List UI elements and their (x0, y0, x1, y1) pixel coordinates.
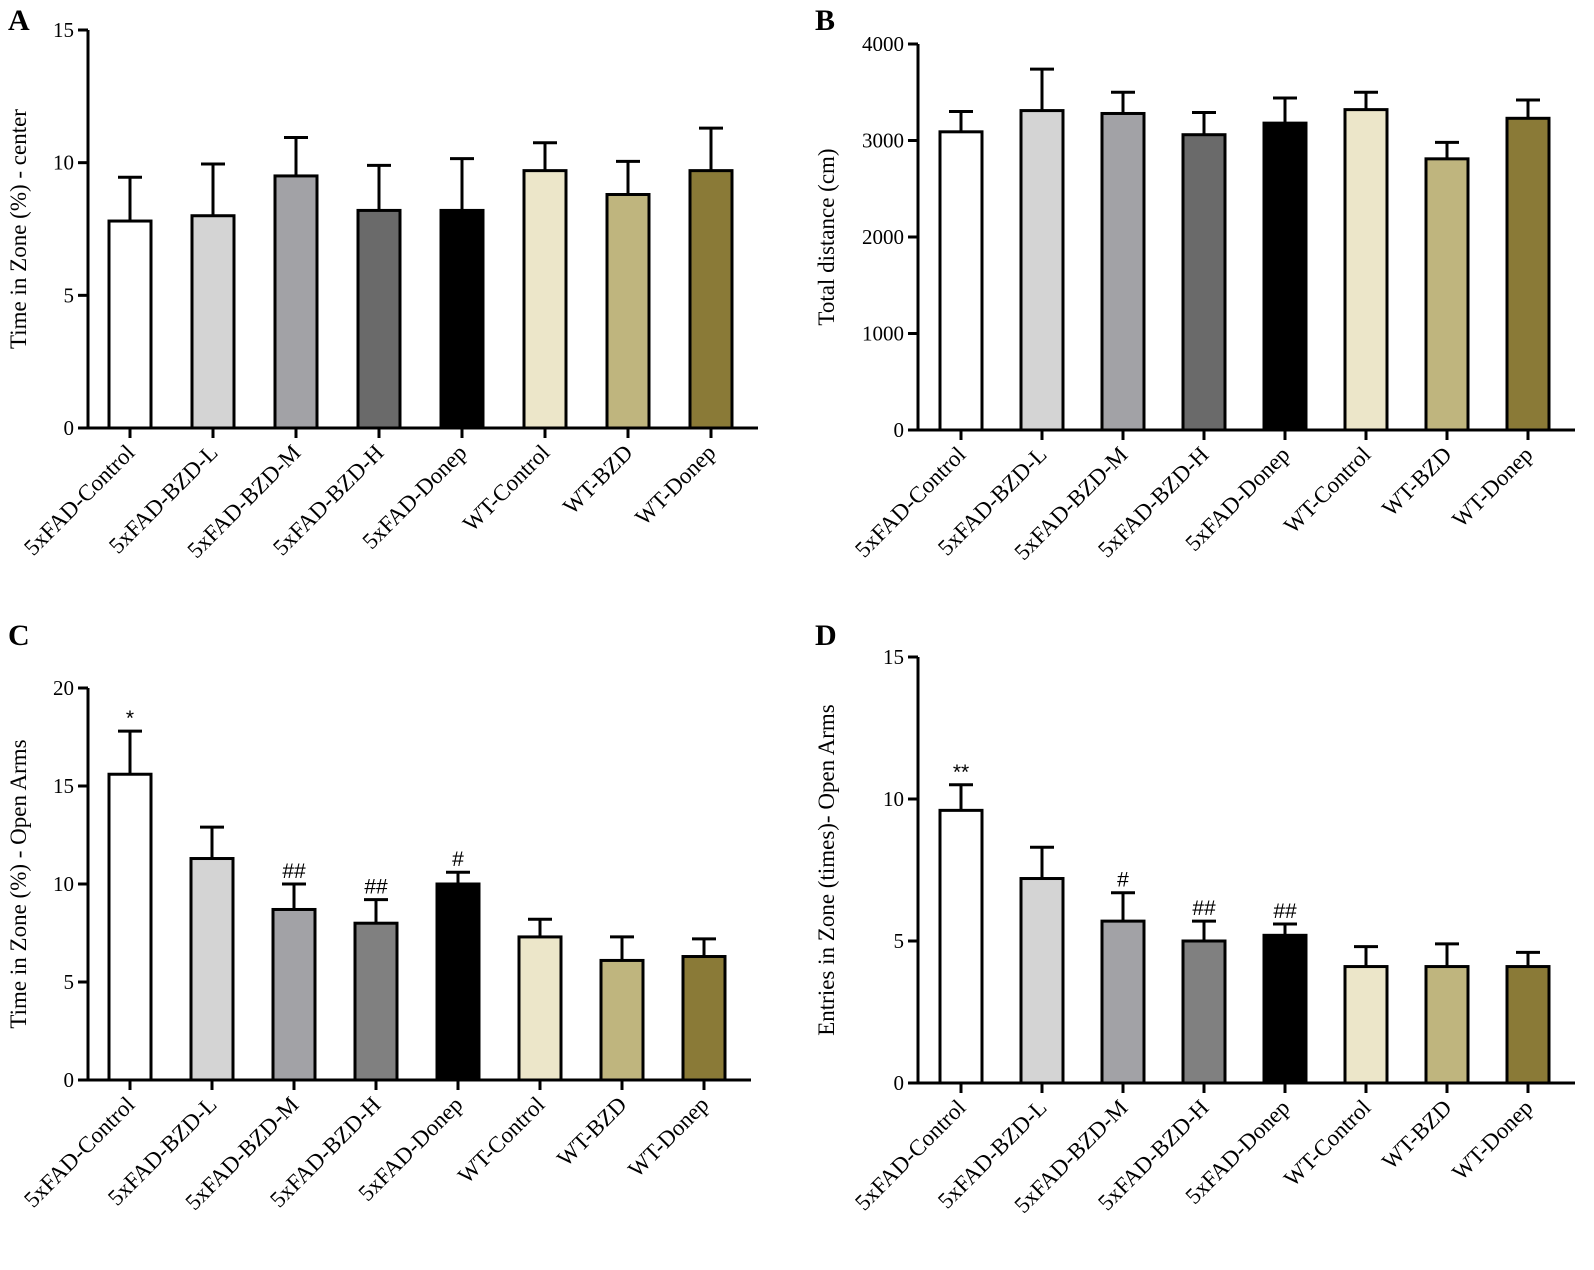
panel-c-y-tick-label: 20 (53, 676, 74, 700)
panel-d-bar (1262, 933, 1308, 1085)
panel-d-bar (1424, 965, 1470, 1085)
panel-b-bar (1100, 111, 1146, 432)
panel-b-bar (1262, 121, 1308, 432)
panel-a-bar (605, 193, 651, 430)
panel-c-category-label: WT-BZD (552, 1092, 631, 1171)
panel-d-significance-mark: ## (1273, 900, 1297, 923)
panel-d-y-axis-title: Entries in Zone (times)- Open Arms (814, 704, 839, 1036)
panel-c-bar (599, 958, 645, 1082)
panel-d-bar (1100, 919, 1146, 1085)
panel-d-bar (1019, 877, 1065, 1085)
panel-d-y-tick-label: 15 (883, 645, 904, 669)
panel-a-bar (688, 169, 734, 430)
panel-c-significance-mark: ## (282, 860, 306, 883)
panel-a-y-tick-label: 0 (64, 416, 75, 440)
panel-a-y-tick-label: 10 (53, 151, 74, 175)
panel-c-bar (189, 857, 235, 1082)
panel-a-bar (190, 214, 236, 430)
panel-c-bar (435, 882, 481, 1082)
panel-a-category-label: WT-Donep (630, 440, 720, 530)
panel-c-bar (271, 907, 317, 1082)
panel-d-y-tick-label: 5 (894, 929, 905, 953)
panel-d-bar (938, 808, 984, 1085)
panel-c-y-tick-label: 5 (64, 970, 75, 994)
panel-d-significance-mark: ** (953, 761, 969, 784)
panel-b-bar (1424, 157, 1470, 432)
panel-b-category-label: WT-Control (1279, 442, 1376, 539)
panel-d-category-label: WT-Control (1279, 1095, 1376, 1192)
panel-a-bar (522, 169, 568, 430)
panel-c-bar (107, 772, 153, 1082)
panel-a-bar (107, 219, 153, 430)
panel-b-category-label: WT-Donep (1447, 442, 1537, 532)
panel-d-category-label: WT-BZD (1377, 1095, 1456, 1174)
panel-b-y-tick-label: 2000 (862, 225, 904, 249)
panel-d-category-label: WT-Donep (1447, 1095, 1537, 1185)
panel-c-bar (353, 921, 399, 1082)
panel-b-category-label: WT-BZD (1377, 442, 1456, 521)
panel-a-letter: A (8, 4, 30, 37)
panel-c-significance-mark: # (452, 848, 464, 871)
panel-d-y-tick-label: 0 (894, 1071, 905, 1095)
panel-c-y-tick-label: 10 (53, 872, 74, 896)
panel-c-letter: C (8, 619, 30, 652)
panel-c-y-tick-label: 15 (53, 774, 74, 798)
panel-b-y-tick-label: 4000 (862, 32, 904, 56)
panel-c-significance-mark: ## (364, 876, 388, 899)
panel-c-y-axis-title: Time in Zone (%) - Open Arms (6, 739, 31, 1028)
panel-c-significance-mark: * (126, 707, 134, 730)
panel-b-y-tick-label: 0 (894, 418, 905, 442)
panel-d-significance-mark: ## (1192, 897, 1216, 920)
panel-a-category-label: WT-BZD (558, 440, 637, 519)
panel-d-significance-mark: # (1117, 869, 1129, 892)
panel-b-y-axis-title: Total distance (cm) (814, 148, 839, 325)
panel-b-bar (1343, 108, 1389, 432)
panel-b-bar (1019, 109, 1065, 432)
panel-b-bar (1505, 116, 1551, 432)
panel-a-bar (439, 208, 485, 430)
panel-a-y-axis-title: Time in Zone (%) - center (6, 109, 31, 349)
panel-d-bar (1181, 939, 1227, 1085)
panel-a-category-label: WT-Control (458, 440, 555, 537)
panel-b-y-tick-label: 3000 (862, 129, 904, 153)
panel-c-bar (681, 955, 727, 1082)
panel-a-bar (273, 174, 319, 430)
panel-d-y-tick-label: 10 (883, 787, 904, 811)
panel-d-bar (1505, 965, 1551, 1085)
panel-b-letter: B (815, 4, 835, 37)
panel-c-category-label: WT-Control (453, 1092, 550, 1189)
panel-c-category-label: WT-Donep (623, 1092, 713, 1182)
panel-a-y-tick-label: 15 (53, 18, 74, 42)
panel-b-bar (1181, 133, 1227, 432)
panel-c-y-tick-label: 0 (64, 1068, 75, 1092)
panel-d-letter: D (815, 619, 837, 652)
panel-d-bar (1343, 965, 1389, 1085)
panel-a-bar (356, 208, 402, 430)
panel-b-y-tick-label: 1000 (862, 322, 904, 346)
panel-b-bar (938, 130, 984, 432)
panel-c-bar (517, 935, 563, 1082)
panel-a-y-tick-label: 5 (64, 283, 75, 307)
